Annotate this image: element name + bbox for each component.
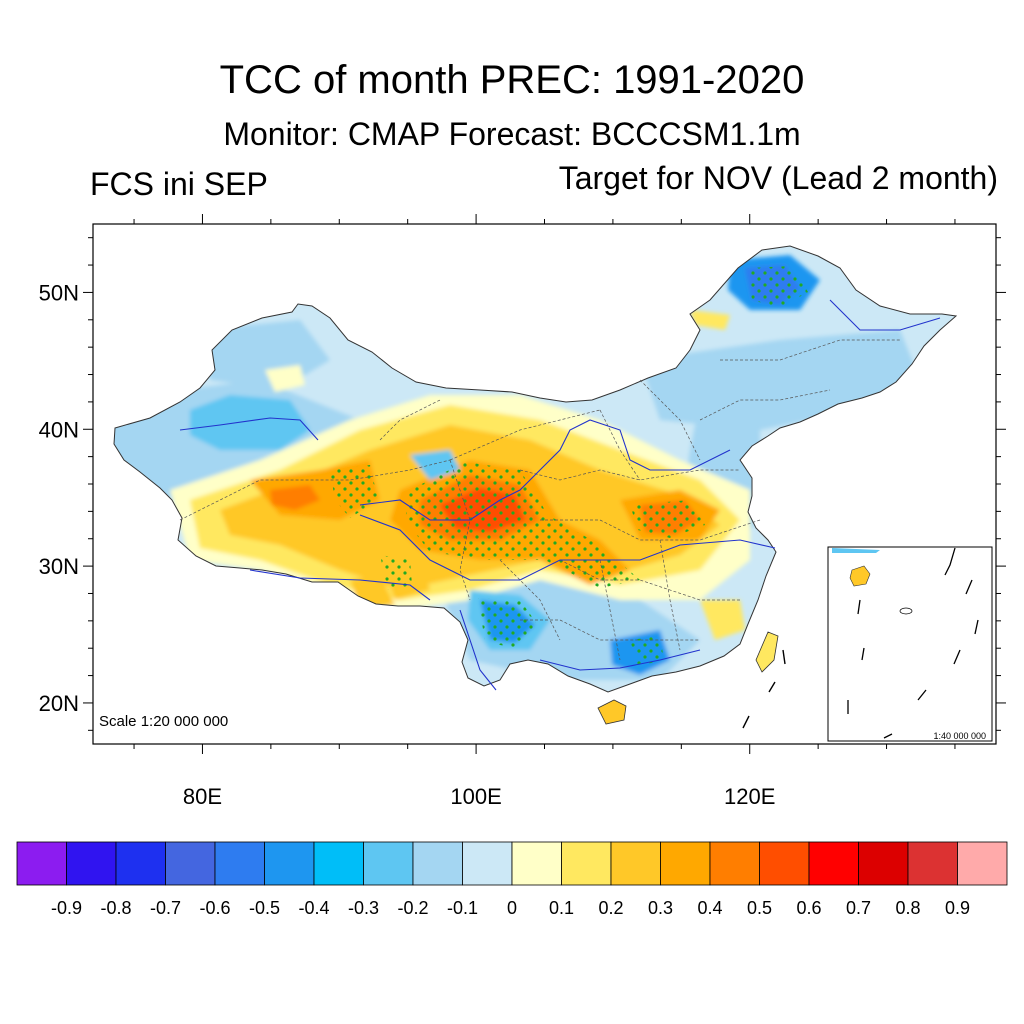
lat-label: 50N (39, 280, 79, 305)
taiwan-island (755, 631, 779, 673)
lat-axis-labels: 50N 40N 30N 20N (39, 280, 79, 716)
colorbar-label: -0.6 (199, 898, 230, 918)
colorbar-label: 0.5 (747, 898, 772, 918)
colorbar-label: 0.1 (549, 898, 574, 918)
lat-label: 40N (39, 417, 79, 442)
colorbar-label: 0.2 (598, 898, 623, 918)
colorbar-label: -0.9 (51, 898, 82, 918)
colorbar-swatch (660, 841, 711, 886)
colorbar-swatch (66, 841, 117, 886)
lon-label: 80E (183, 784, 222, 809)
lon-label: 120E (724, 784, 775, 809)
colorbar-label: -0.1 (447, 898, 478, 918)
colorbar-swatch (165, 841, 216, 886)
rivers (179, 299, 941, 691)
china-outline (113, 245, 958, 693)
colorbar-label: 0.3 (648, 898, 673, 918)
colorbar-swatch (363, 841, 414, 886)
left-label: FCS ini SEP (90, 166, 268, 202)
colorbar-swatch (709, 841, 760, 886)
map-scale-label: Scale 1:20 000 000 (99, 713, 228, 730)
colorbar-label: -0.5 (249, 898, 280, 918)
colorbar-swatch (264, 841, 315, 886)
colorbar-label: -0.2 (397, 898, 428, 918)
colorbar-label: -0.4 (298, 898, 329, 918)
colorbar-label: 0.9 (945, 898, 970, 918)
lat-label: 20N (39, 691, 79, 716)
colorbar-label: 0.4 (697, 898, 722, 918)
colorbar-swatch (858, 841, 909, 886)
colorbar-swatch (907, 841, 958, 886)
colorbar-label: -0.8 (100, 898, 131, 918)
colorbar-label: 0.8 (895, 898, 920, 918)
colorbar-swatch (610, 841, 661, 886)
chart-subtitle: Monitor: CMAP Forecast: BCCCSM1.1m (223, 116, 801, 152)
colorbar-swatch (313, 841, 364, 886)
dash-line-segments (742, 649, 786, 729)
hainan-island (597, 699, 627, 725)
colorbar-swatch (808, 841, 859, 886)
colorbar-label: 0.7 (846, 898, 871, 918)
colorbar-label: -0.7 (150, 898, 181, 918)
inset-scale-label: 1:40 000 000 (933, 731, 986, 741)
colorbar-swatch (462, 841, 513, 886)
colorbar-swatch (16, 841, 67, 886)
inset-map: 1:40 000 000 (827, 546, 993, 742)
colorbar-labels: -0.9 -0.8 -0.7 -0.6 -0.5 -0.4 -0.3 -0.2 -0.1 0 0.1… (51, 898, 970, 918)
colorbar-swatch (957, 841, 1008, 886)
significance-stippling (330, 266, 808, 666)
colorbar-label: 0 (507, 898, 517, 918)
colorbar (16, 841, 1008, 886)
axis-ticks (83, 214, 1006, 754)
colorbar-swatch (214, 841, 265, 886)
chart-title: TCC of month PREC: 1991-2020 (219, 58, 805, 102)
colorbar-swatch (561, 841, 612, 886)
right-label: Target for NOV (Lead 2 month) (558, 160, 998, 196)
province-boundaries (179, 339, 900, 661)
colorbar-label: -0.3 (348, 898, 379, 918)
colorbar-swatch (759, 841, 810, 886)
lon-axis-labels: 80E 100E 120E (183, 784, 776, 809)
colorbar-swatch (412, 841, 463, 886)
lat-label: 30N (39, 554, 79, 579)
colorbar-swatch (511, 841, 562, 886)
colorbar-label: 0.6 (796, 898, 821, 918)
lon-label: 100E (450, 784, 501, 809)
colorbar-swatch (115, 841, 166, 886)
